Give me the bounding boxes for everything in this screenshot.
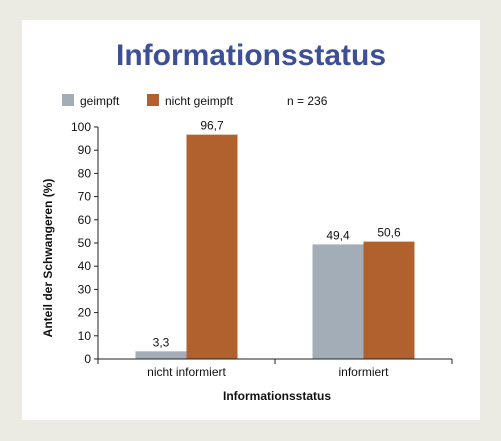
y-tick-label: 90 <box>78 143 92 157</box>
legend-swatch-geimpft <box>62 94 74 106</box>
bar-value-label: 96,7 <box>200 119 224 133</box>
bars: 3,3 96,7 49,4 50,6 <box>135 119 415 359</box>
x-category-label: informiert <box>338 365 389 379</box>
legend-swatch-nicht-geimpft <box>147 94 159 106</box>
bar-nicht-geimpft <box>363 241 415 359</box>
bar-geimpft <box>312 244 364 359</box>
bar-value-label: 49,4 <box>326 228 350 242</box>
chart-title: Informationsstatus <box>116 39 386 72</box>
y-tick-label: 30 <box>78 282 92 296</box>
y-tick-label: 0 <box>84 352 91 366</box>
y-tick-label: 80 <box>78 166 92 180</box>
y-tick-label: 20 <box>78 306 92 320</box>
bar-nicht-geimpft <box>186 134 238 359</box>
bar-value-label: 50,6 <box>377 226 401 240</box>
legend: geimpft nicht geimpft n = 236 <box>62 94 328 108</box>
y-axis-title: Anteil der Schwangeren (%) <box>41 179 55 338</box>
bar-chart: Informationsstatus geimpft nicht geimpft… <box>41 39 453 403</box>
y-tick-label: 10 <box>78 329 92 343</box>
y-axis: 0 10 20 30 40 50 60 70 80 90 100 <box>71 120 99 366</box>
legend-label-nicht-geimpft: nicht geimpft <box>165 94 234 108</box>
bar-value-label: 3,3 <box>153 335 170 349</box>
x-axis-title: Informationsstatus <box>223 389 331 403</box>
y-tick-label: 60 <box>78 213 92 227</box>
sample-size-note: n = 236 <box>287 94 328 108</box>
y-tick-label: 50 <box>78 236 92 250</box>
bar-geimpft <box>135 351 187 359</box>
legend-label-geimpft: geimpft <box>80 94 120 108</box>
x-category-label: nicht informiert <box>147 365 226 379</box>
y-tick-label: 40 <box>78 259 92 273</box>
y-tick-label: 100 <box>71 120 91 134</box>
x-axis: nicht informiert informiert <box>97 358 453 379</box>
y-tick-label: 70 <box>78 190 92 204</box>
chart-card: Informationsstatus geimpft nicht geimpft… <box>22 20 480 420</box>
